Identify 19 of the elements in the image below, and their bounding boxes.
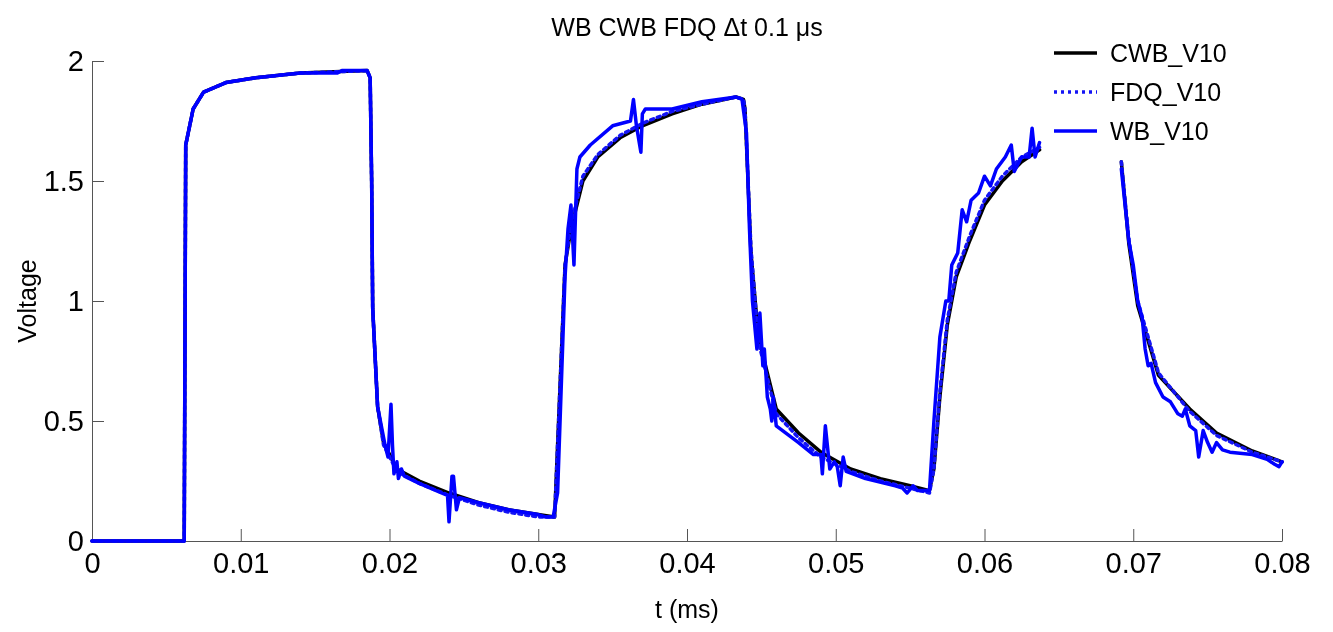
x-axis-title: t (ms): [655, 595, 719, 623]
y-tick-label: 1: [67, 284, 84, 317]
x-tick-label: 0.05: [808, 547, 865, 580]
y-tick-label: 2: [67, 44, 84, 77]
legend-label: CWB_V10: [1110, 39, 1227, 67]
x-tick-label: 0.06: [956, 547, 1014, 580]
x-tick-label: 0.01: [213, 547, 270, 580]
y-tick-label: 1.5: [43, 164, 84, 197]
x-tick-label: 0.02: [361, 547, 419, 580]
x-tick-label: 0.08: [1254, 547, 1311, 580]
y-tick-label: 0.5: [43, 404, 84, 437]
y-tick-label: 0: [67, 524, 84, 557]
legend-label: FDQ_V10: [1110, 78, 1222, 106]
x-tick-label: 0.07: [1105, 547, 1162, 580]
x-tick-label: 0.04: [659, 547, 716, 580]
y-axis-title: Voltage: [13, 259, 41, 343]
chart-title: WB CWB FDQ Δt 0.1 μs: [551, 13, 823, 41]
legend-label: WB_V10: [1110, 117, 1209, 145]
x-tick-label: 0.03: [510, 547, 567, 580]
